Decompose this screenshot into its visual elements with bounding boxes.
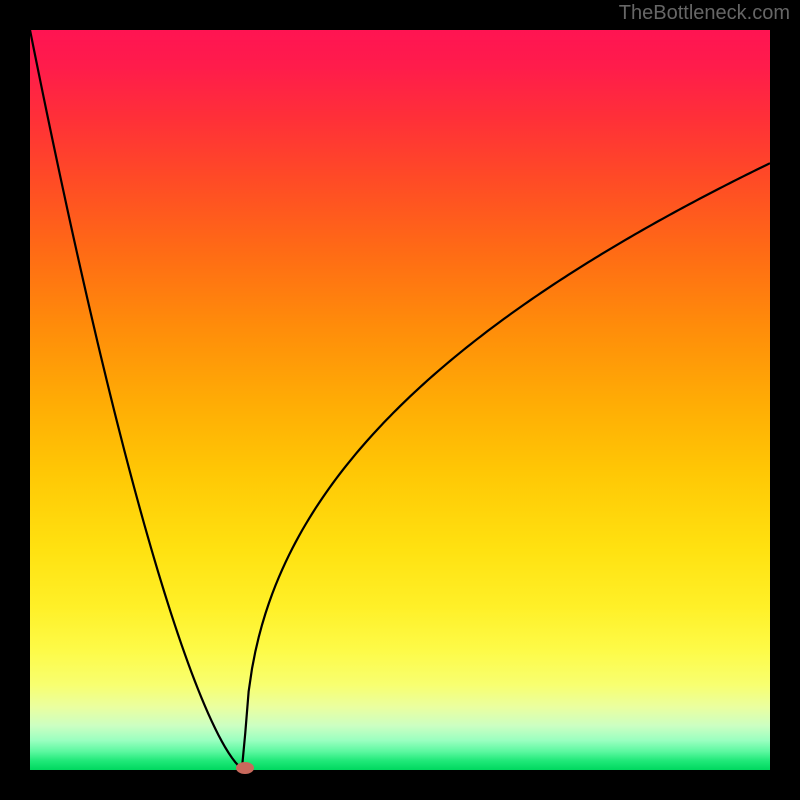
watermark-text: TheBottleneck.com: [619, 2, 790, 25]
optimum-marker: [236, 762, 254, 774]
plot-area: [30, 30, 770, 770]
bottleneck-curve: [30, 30, 770, 770]
